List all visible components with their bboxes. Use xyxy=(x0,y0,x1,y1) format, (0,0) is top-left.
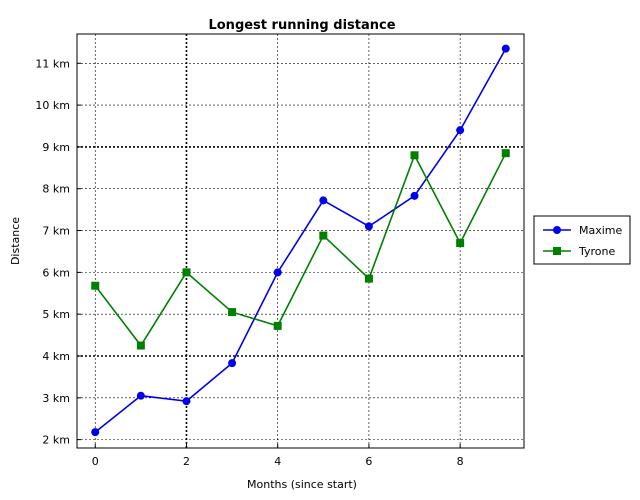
legend: Maxime Tyrone xyxy=(533,215,631,265)
x-axis-label: Months (since start) xyxy=(247,478,357,491)
x-tick-label: 2 xyxy=(183,455,190,468)
data-point xyxy=(91,428,100,437)
legend-marker xyxy=(553,226,561,234)
data-point xyxy=(228,359,237,368)
y-tick-label: 9 km xyxy=(42,141,70,154)
data-point xyxy=(410,151,419,160)
axis-ticks: 0 2 4 6 8 2 km 3 km 4 km 5 km 6 km 7 km 8 km 9 km 10 … xyxy=(35,57,463,468)
data-point xyxy=(91,281,100,290)
legend-label: Maxime xyxy=(579,224,623,237)
plot-frame xyxy=(76,33,525,449)
data-point xyxy=(273,321,282,330)
x-tick-label: 6 xyxy=(365,455,372,468)
data-point xyxy=(182,397,191,406)
data-point xyxy=(136,341,145,350)
series-maxime xyxy=(91,44,510,437)
y-tick-label: 11 km xyxy=(35,57,70,70)
series-line xyxy=(94,48,507,433)
chart-title: Longest running distance xyxy=(208,18,395,33)
legend-marker xyxy=(553,247,561,255)
data-point xyxy=(228,308,237,317)
series-tyrone xyxy=(91,149,510,350)
data-point xyxy=(456,239,465,248)
x-tick-label: 0 xyxy=(92,455,99,468)
data-point xyxy=(410,191,419,200)
y-tick-label: 10 km xyxy=(35,99,70,112)
data-point xyxy=(501,149,510,158)
data-point xyxy=(364,222,373,231)
data-point xyxy=(136,391,145,400)
data-point xyxy=(319,196,328,205)
y-tick-label: 5 km xyxy=(42,308,70,321)
legend-entry: Maxime xyxy=(543,224,623,237)
data-point xyxy=(182,268,191,277)
data-point xyxy=(273,268,282,277)
y-tick-label: 7 km xyxy=(42,225,70,238)
legend-label: Tyrone xyxy=(578,245,615,258)
data-point xyxy=(501,44,510,53)
data-point xyxy=(319,231,328,240)
grid-lines xyxy=(77,34,524,448)
data-point xyxy=(364,274,373,283)
y-tick-label: 4 km xyxy=(42,350,70,363)
y-tick-label: 8 km xyxy=(42,183,70,196)
x-tick-label: 4 xyxy=(274,455,281,468)
legend-box xyxy=(533,215,631,265)
data-series xyxy=(91,44,510,437)
series-line xyxy=(94,152,507,347)
legend-entry: Tyrone xyxy=(543,245,615,258)
y-tick-label: 2 km xyxy=(42,434,70,447)
y-axis-label: Distance xyxy=(9,217,22,265)
y-tick-label: 3 km xyxy=(42,392,70,405)
x-tick-label: 8 xyxy=(457,455,464,468)
data-point xyxy=(456,126,465,135)
y-tick-label: 6 km xyxy=(42,266,70,279)
